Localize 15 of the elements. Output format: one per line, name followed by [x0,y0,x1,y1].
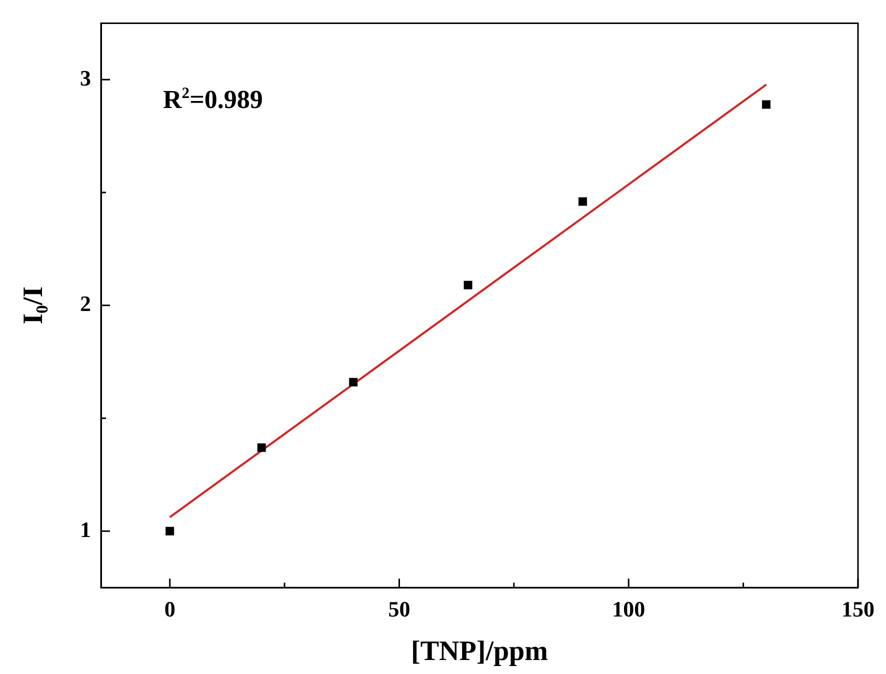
point [762,100,770,109]
point [464,280,472,290]
x-tick-label: 50 [388,596,410,622]
point [257,443,266,452]
point [349,378,358,386]
x-axis-title: [TNP]/ppm [411,636,548,667]
point [578,197,587,206]
x-tick-label: 0 [164,596,176,622]
y-axis-title: I0/I [18,286,52,324]
x-tick-label: 100 [612,596,646,622]
y-tick-label: 2 [80,291,91,316]
y-tick-label: 1 [80,516,91,542]
point [166,526,174,536]
y-tick-label: 3 [80,65,91,90]
x-tick-label: 150 [842,596,874,622]
